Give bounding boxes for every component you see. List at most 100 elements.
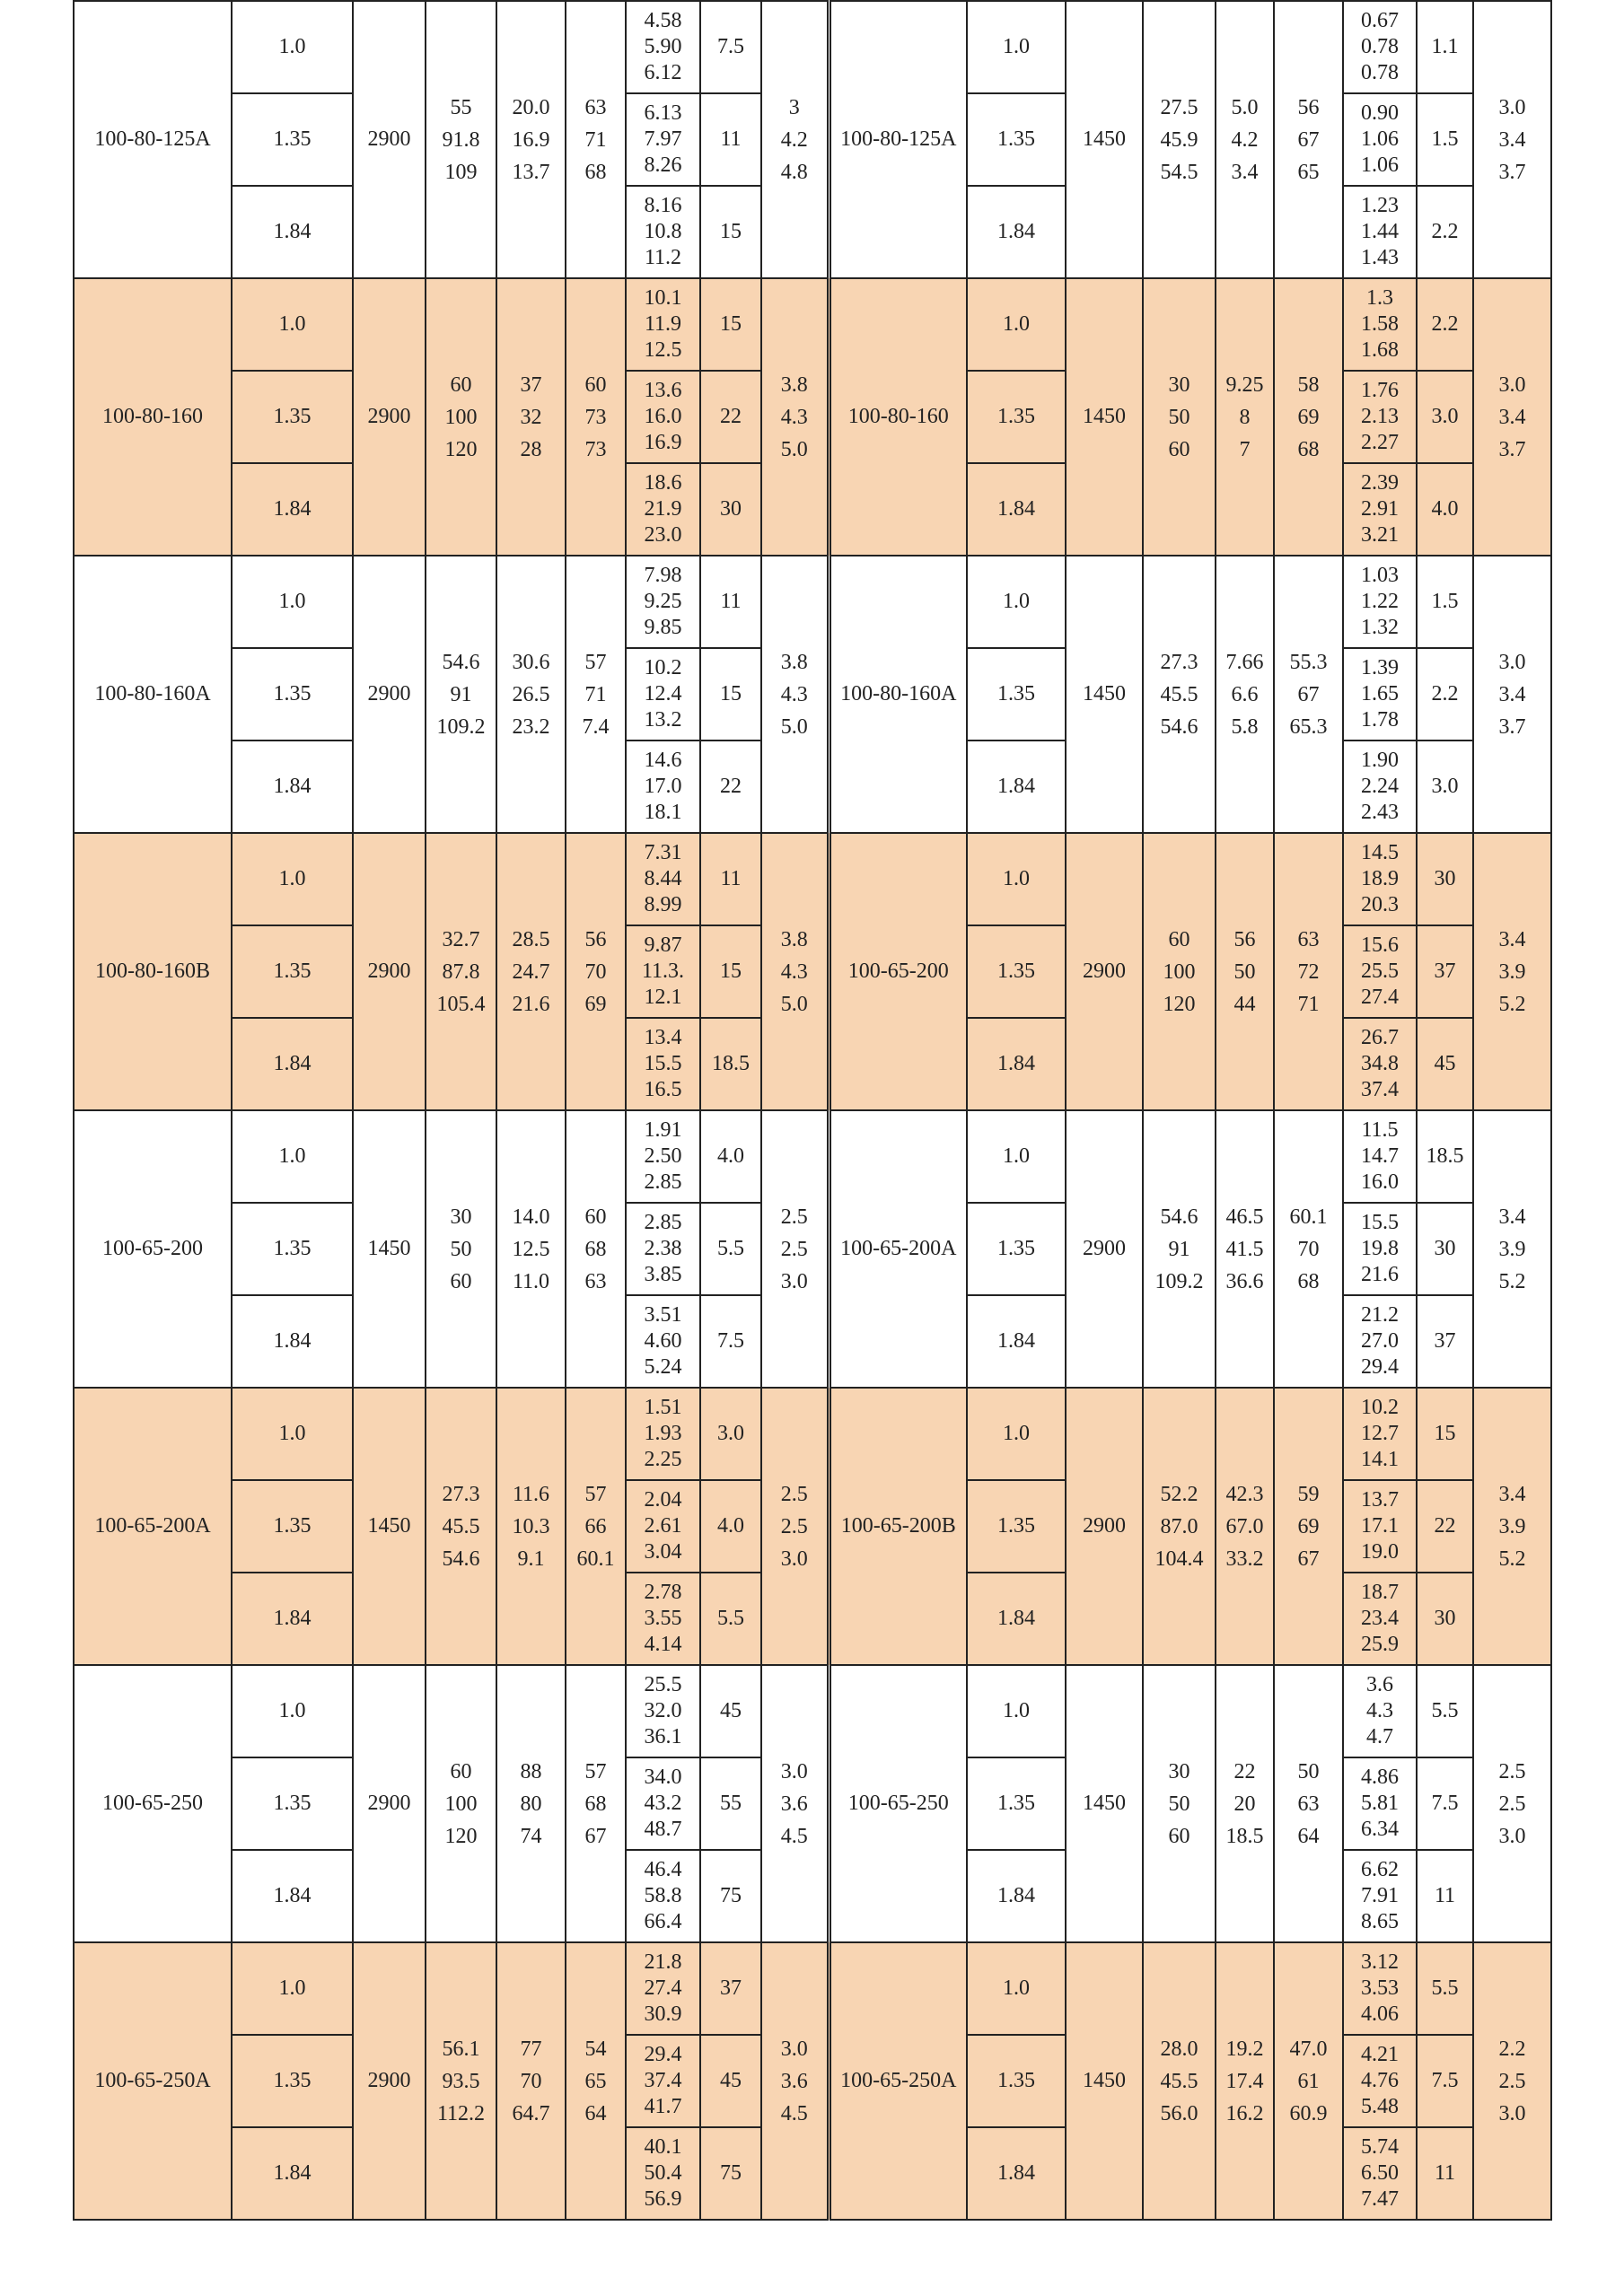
model-cell: 100-80-160A <box>73 555 233 834</box>
motor-power-cell: 30 <box>699 462 762 556</box>
shaft-power-cell: 1.03 1.22 1.32 <box>1342 555 1418 649</box>
shaft-power-value: 1.68 <box>1361 338 1399 362</box>
npsh-value: 3.9 <box>1498 960 1526 984</box>
npsh-value: 4.5 <box>780 2101 808 2125</box>
shaft-power-value: 34.8 <box>1361 1052 1399 1075</box>
motor-power-cell: 1.5 <box>1416 555 1474 649</box>
npsh-cell: 2.5 2.5 3.0 <box>760 1387 830 1666</box>
density-cell: 1.84 <box>966 1017 1067 1111</box>
shaft-power-value: 36.1 <box>644 1725 682 1748</box>
density-value: 1.35 <box>273 960 312 983</box>
density-value: 1.35 <box>997 960 1035 983</box>
motor-power-value: 37 <box>1434 960 1456 983</box>
flow-value: 87.0 <box>1160 1514 1198 1538</box>
density-cell: 1.0 <box>231 1941 354 2036</box>
shaft-power-cell: 40.1 50.4 56.9 <box>625 2126 701 2221</box>
efficiency-cell: 63 72 71 <box>1273 832 1344 1111</box>
head-value: 22 <box>1233 1759 1256 1783</box>
head-cell: 5.0 4.2 3.4 <box>1215 0 1275 279</box>
shaft-power-value: 1.03 <box>1361 564 1399 587</box>
efficiency-cell: 56 70 69 <box>565 832 627 1111</box>
motor-power-value: 22 <box>720 405 742 428</box>
speed-value: 2900 <box>367 2069 411 2092</box>
density-cell: 1.35 <box>966 1202 1067 1296</box>
model-cell: 100-80-160 <box>826 277 968 556</box>
pump-model: 100-80-160A <box>840 682 957 705</box>
npsh-cell: 3.4 3.9 5.2 <box>1472 1387 1552 1666</box>
efficiency-value: 63 <box>1297 1792 1320 1816</box>
density-cell: 1.84 <box>966 740 1067 834</box>
shaft-power-cell: 3.6 4.3 4.7 <box>1342 1664 1418 1758</box>
shaft-power-value: 26.7 <box>1361 1026 1399 1049</box>
speed-value: 2900 <box>1083 1514 1126 1538</box>
motor-power-value: 15 <box>720 960 742 983</box>
density-cell: 1.84 <box>966 185 1067 279</box>
motor-power-cell: 75 <box>699 2126 762 2221</box>
shaft-power-value: 2.39 <box>1361 471 1399 495</box>
motor-power-cell: 15 <box>699 647 762 741</box>
density-cell: 1.0 <box>966 832 1067 926</box>
shaft-power-cell: 14.6 17.0 18.1 <box>625 740 701 834</box>
motor-power-value: 2.2 <box>1431 682 1459 705</box>
table-row: 1.35 6.13 7.97 8.26 11 1.35 0.90 1.06 1.06 1.5 <box>74 92 1551 187</box>
density-cell: 1.35 <box>231 925 354 1019</box>
motor-power-cell: 7.5 <box>699 0 762 94</box>
head-cell: 37 32 28 <box>496 277 566 556</box>
table-row: 1.84 13.4 15.5 16.5 18.5 1.84 26.7 34.8 37.4 45 <box>74 1017 1551 1111</box>
table-row: 1.35 34.0 43.2 48.7 55 1.35 4.86 5.81 6.34 7.5 <box>74 1757 1551 1851</box>
head-value: 36.6 <box>1225 1269 1264 1293</box>
shaft-power-cell: 46.4 58.8 66.4 <box>625 1849 701 1943</box>
shaft-power-value: 10.1 <box>644 286 682 310</box>
shaft-power-value: 5.81 <box>1361 1792 1399 1815</box>
shaft-power-value: 1.90 <box>1361 749 1399 772</box>
density-value: 1.0 <box>278 1699 306 1722</box>
density-value: 1.35 <box>997 1792 1035 1815</box>
head-value: 14.0 <box>512 1205 550 1229</box>
shaft-power-value: 12.7 <box>1361 1422 1399 1445</box>
model-cell: 100-65-200A <box>826 1109 968 1389</box>
efficiency-cell: 60 68 63 <box>565 1109 627 1389</box>
efficiency-value: 60.1 <box>1289 1205 1328 1229</box>
flow-value: 52.2 <box>1160 1482 1198 1506</box>
density-value: 1.35 <box>273 1514 312 1538</box>
efficiency-value: 67 <box>1297 1547 1320 1571</box>
pump-model: 100-80-125A <box>840 127 957 151</box>
density-cell: 1.0 <box>231 0 354 94</box>
efficiency-cell: 60.1 70 68 <box>1273 1109 1344 1389</box>
shaft-power-cell: 10.2 12.4 13.2 <box>625 647 701 741</box>
flow-value: 30 <box>1168 372 1190 397</box>
head-value: 44 <box>1233 992 1256 1016</box>
flow-value: 54.5 <box>1160 160 1198 184</box>
head-value: 6.6 <box>1231 682 1259 706</box>
shaft-power-cell: 1.76 2.13 2.27 <box>1342 370 1418 464</box>
model-cell: 100-65-200 <box>73 1109 233 1389</box>
head-value: 67.0 <box>1225 1514 1264 1538</box>
table-row: 1.84 46.4 58.8 66.4 75 1.84 6.62 7.91 8.65 11 <box>74 1849 1551 1943</box>
shaft-power-value: 14.7 <box>1361 1144 1399 1168</box>
model-cell: 100-65-250A <box>826 1941 968 2221</box>
motor-power-value: 30 <box>1434 867 1456 890</box>
head-value: 4.2 <box>1231 127 1259 152</box>
motor-power-cell: 7.5 <box>1416 2034 1474 2128</box>
motor-power-value: 15 <box>1434 1422 1456 1445</box>
npsh-cell: 2.5 2.5 3.0 <box>1472 1664 1552 1943</box>
shaft-power-value: 9.85 <box>644 616 682 639</box>
density-cell: 1.84 <box>231 740 354 834</box>
density-value: 1.84 <box>273 1884 312 1907</box>
shaft-power-cell: 2.39 2.91 3.21 <box>1342 462 1418 556</box>
motor-power-value: 15 <box>720 682 742 705</box>
table-row: 1.84 40.1 50.4 56.9 75 1.84 5.74 6.50 7.47 11 <box>74 2126 1551 2221</box>
shaft-power-value: 16.9 <box>644 431 682 454</box>
motor-power-cell: 11 <box>699 555 762 649</box>
efficiency-value: 71 <box>1297 992 1320 1016</box>
shaft-power-value: 66.4 <box>644 1910 682 1933</box>
model-cell: 100-80-160A <box>826 555 968 834</box>
motor-power-value: 15 <box>720 312 742 336</box>
flow-value: 120 <box>1163 992 1196 1016</box>
efficiency-value: 67 <box>1297 127 1320 152</box>
shaft-power-value: 1.06 <box>1361 127 1399 151</box>
shaft-power-value: 0.78 <box>1361 35 1399 58</box>
density-cell: 1.35 <box>966 925 1067 1019</box>
model-cell: 100-65-250A <box>73 1941 233 2221</box>
motor-power-cell: 18.5 <box>1416 1109 1474 1204</box>
